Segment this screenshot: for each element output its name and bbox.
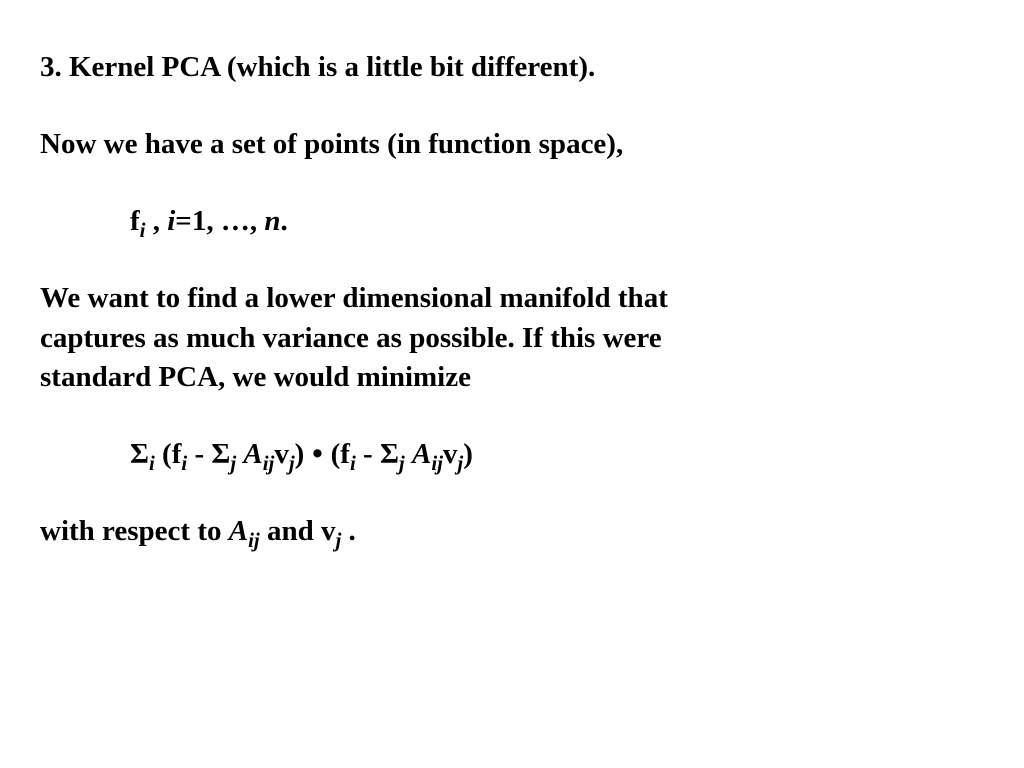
subscript-ij: ij	[431, 451, 443, 475]
minus: -	[187, 438, 211, 470]
text-with-respect: with respect to	[40, 515, 229, 547]
dot-operator-icon: •	[304, 438, 330, 470]
var-a: A	[229, 515, 248, 547]
heading-line: 3. Kernel PCA (which is a little bit dif…	[40, 48, 984, 87]
paren-close: )	[295, 438, 305, 470]
paragraph-line-3: standard PCA, we would minimize	[40, 358, 984, 397]
paragraph-line-1: We want to find a lower dimensional mani…	[40, 279, 984, 318]
symbol-f: f	[172, 438, 182, 470]
text-period: .	[341, 515, 356, 547]
subscript-ij: ij	[263, 451, 275, 475]
closing-line: with respect to Aij and vj .	[40, 512, 984, 551]
text-period: .	[280, 205, 287, 237]
paragraph-line-2: captures as much variance as possible. I…	[40, 319, 984, 358]
symbol-v: v	[274, 438, 289, 470]
symbol-f: f	[340, 438, 350, 470]
symbol-v: v	[321, 515, 336, 547]
paren-open: (	[331, 438, 341, 470]
sigma-icon: Σ	[380, 438, 399, 470]
intro-line: Now we have a set of points (in function…	[40, 125, 984, 164]
sigma-icon: Σ	[130, 438, 149, 470]
subscript-j: j	[399, 451, 405, 475]
sigma-icon: Σ	[211, 438, 230, 470]
minus: -	[356, 438, 380, 470]
equation-minimize: Σi (fi - Σj Aijvj) • (fi - Σj Aijvj)	[40, 435, 984, 474]
text-and: and	[260, 515, 321, 547]
paren-open: (	[155, 438, 172, 470]
text-range: =1, …,	[175, 205, 264, 237]
subscript-ij: ij	[248, 528, 260, 552]
paren-close: )	[463, 438, 473, 470]
var-a: A	[412, 438, 431, 470]
text-comma: ,	[145, 205, 167, 237]
symbol-f: f	[130, 205, 140, 237]
var-a: A	[243, 438, 262, 470]
equation-points: fi , i=1, …, n.	[40, 202, 984, 241]
slide-content: 3. Kernel PCA (which is a little bit dif…	[0, 0, 1024, 768]
var-n: n	[264, 205, 280, 237]
symbol-v: v	[443, 438, 458, 470]
